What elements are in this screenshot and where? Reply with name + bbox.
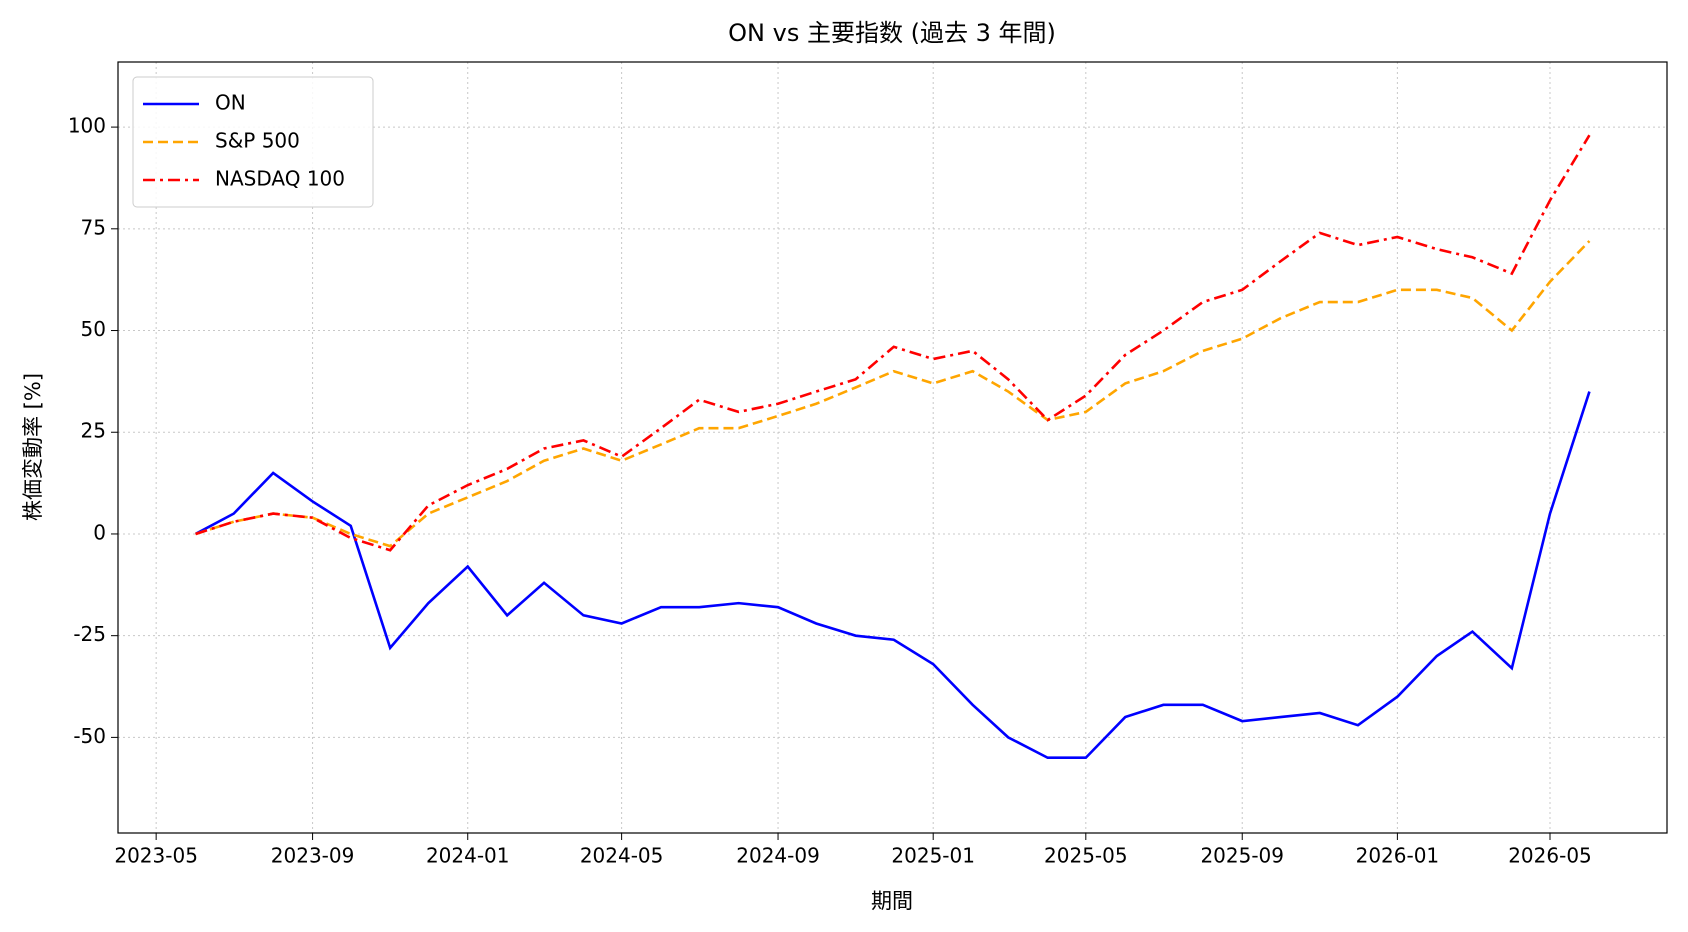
x-tick-label: 2026-01 bbox=[1356, 844, 1440, 868]
series-line bbox=[195, 134, 1591, 552]
y-tick-label: 0 bbox=[93, 520, 106, 544]
y-tick-label: -25 bbox=[73, 622, 106, 646]
series-line bbox=[195, 240, 1591, 548]
y-tick-label: 50 bbox=[81, 317, 106, 341]
legend-box bbox=[132, 76, 374, 208]
y-tick-label: 75 bbox=[81, 215, 106, 239]
y-tick-label: 100 bbox=[68, 114, 106, 138]
y-tick-label: 25 bbox=[81, 419, 106, 443]
x-tick-label: 2024-05 bbox=[580, 844, 664, 868]
x-tick-label: 2023-05 bbox=[114, 844, 198, 868]
y-axis-label: 株価変動率 [%] bbox=[21, 373, 45, 521]
legend: ON S&P 500 NASDAQ 100 bbox=[132, 76, 374, 208]
plot-frame bbox=[117, 61, 1668, 834]
x-tick-label: 2025-05 bbox=[1044, 844, 1128, 868]
x-tick-label: 2024-01 bbox=[426, 844, 510, 868]
x-tick-label: 2026-05 bbox=[1508, 844, 1592, 868]
series-line bbox=[194, 391, 1591, 760]
y-tick-label: -50 bbox=[73, 724, 106, 748]
legend-label: S&P 500 bbox=[215, 129, 300, 153]
x-tick-label: 2025-01 bbox=[891, 844, 975, 868]
legend-label: ON bbox=[215, 91, 246, 115]
x-tick-label: 2025-09 bbox=[1200, 844, 1284, 868]
x-tick-label: 2023-09 bbox=[271, 844, 355, 868]
x-axis-label: 期間 bbox=[871, 889, 913, 913]
x-tick-label: 2024-09 bbox=[736, 844, 820, 868]
chart-title: ON vs 主要指数 (過去 3 年間) bbox=[728, 19, 1056, 47]
legend-label: NASDAQ 100 bbox=[215, 167, 345, 191]
